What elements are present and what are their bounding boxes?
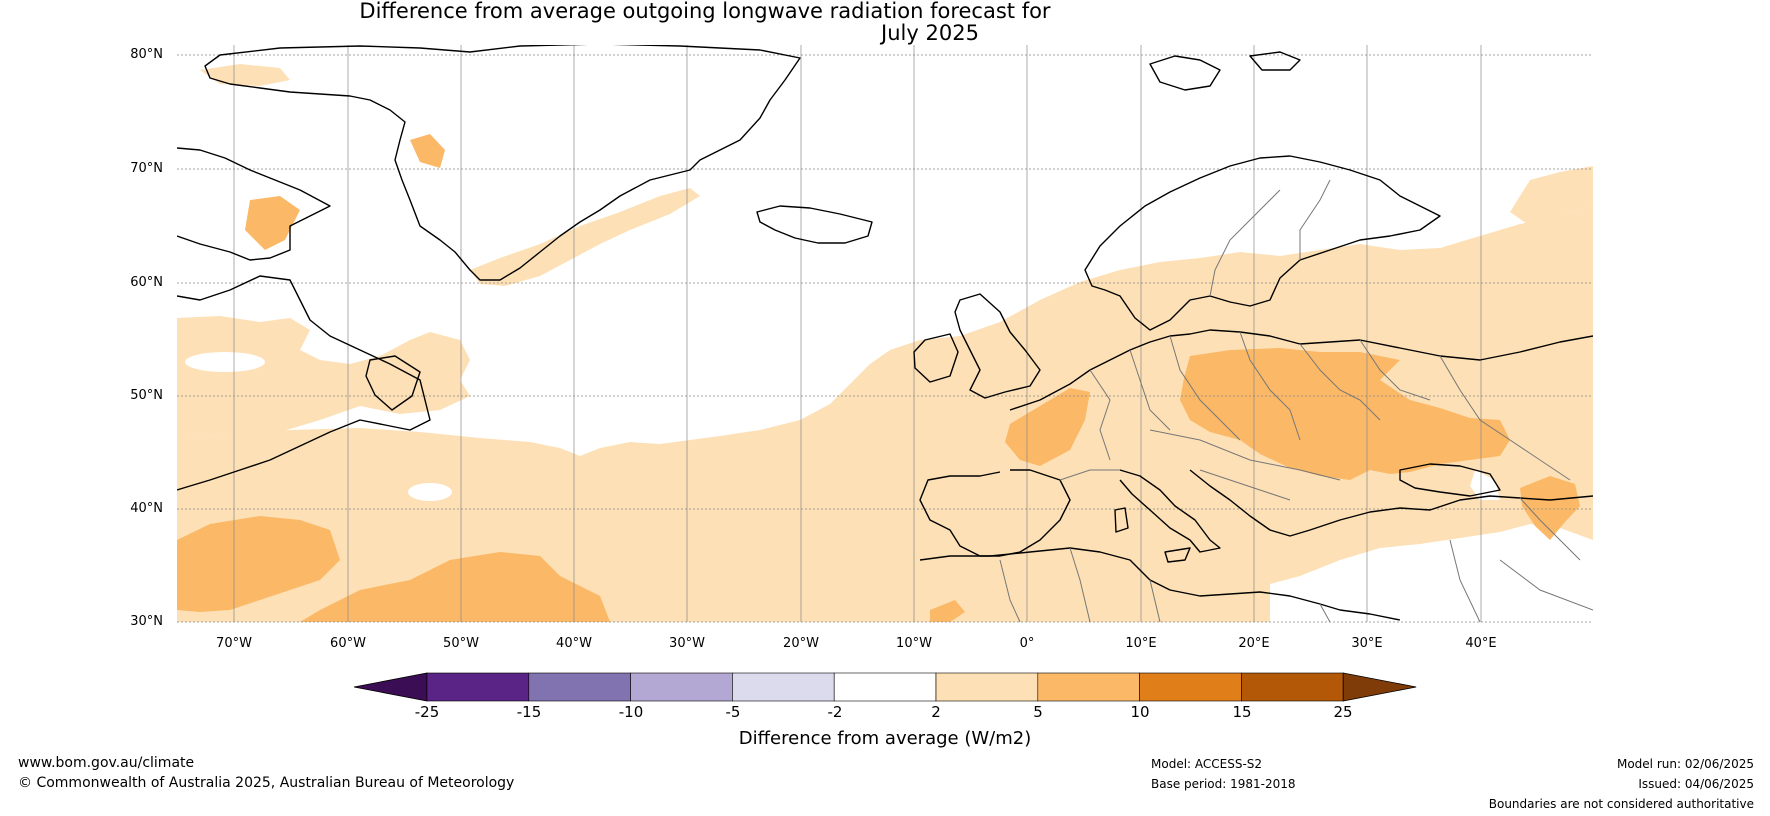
footer-base-period: Base period: 1981-2018 <box>1151 777 1296 791</box>
coastline-scandinavia <box>1084 155 1441 331</box>
map-title-line1: Difference from average outgoing longwav… <box>359 0 1051 23</box>
map-title-line2: July 2025 <box>881 21 979 45</box>
lat-label-50n: 50°N <box>130 388 163 403</box>
colorbar-tick-neg15: -15 <box>516 703 542 721</box>
colorbar-segment <box>528 672 631 702</box>
lat-label-60n: 60°N <box>130 275 163 290</box>
coastline-svalbard-east <box>1249 51 1301 71</box>
colorbar-segment <box>426 672 530 702</box>
border-russia-caucasus <box>1439 355 1581 561</box>
lon-label-0: 0° <box>1019 636 1035 651</box>
graticule <box>177 45 1593 623</box>
colorbar-segment <box>1037 672 1140 702</box>
anomaly-gap-mid-atlantic <box>408 483 452 501</box>
colorbar-tick-15: 15 <box>1232 703 1252 721</box>
footer-model-run: Model run: 02/06/2025 <box>1616 757 1754 771</box>
anomaly-region-5-10-eastern-europe <box>1180 348 1510 480</box>
lat-label-30n: 30°N <box>130 614 163 629</box>
coastline-iceland <box>756 205 873 244</box>
coastline-ireland <box>913 333 959 383</box>
coastline-sicily <box>1164 547 1191 563</box>
anomaly-gap-east-med <box>1270 524 1593 622</box>
border-layer <box>999 179 1593 622</box>
coastline-great-britain <box>954 293 1041 399</box>
coastline-north-africa <box>919 547 1401 621</box>
lat-label-40n: 40°N <box>130 501 163 516</box>
lat-label-70n: 70°N <box>130 161 163 176</box>
colorbar-tick-neg25: -25 <box>414 703 440 721</box>
footer-copyright: © Commonwealth of Australia 2025, Austra… <box>18 775 515 791</box>
colorbar-segment <box>1241 672 1344 702</box>
lon-label-30w: 30°W <box>669 636 705 651</box>
colorbar-segment <box>732 672 835 702</box>
colorbar-tick-5: 5 <box>1033 703 1043 721</box>
anomaly-region-2-5-labrador <box>177 316 470 440</box>
lon-label-40e: 40°E <box>1465 636 1497 651</box>
lon-label-20w: 20°W <box>783 636 819 651</box>
lon-label-10e: 10°E <box>1125 636 1157 651</box>
anomaly-region-5-10-central-atlantic <box>300 552 610 622</box>
colorbar-tick-25: 25 <box>1333 703 1353 721</box>
anomaly-region-5-10-france <box>1005 388 1090 466</box>
anomaly-region-5-10-baffin <box>245 196 300 250</box>
lon-label-60w: 60°W <box>330 636 366 651</box>
coastline-italy <box>1119 469 1221 553</box>
colorbar-tick-neg10: -10 <box>618 703 644 721</box>
lon-label-10w: 10°W <box>896 636 932 651</box>
colorbar-segment <box>630 672 733 702</box>
colorbar-tick-neg5: -5 <box>725 703 741 721</box>
footer-model: Model: ACCESS-S2 <box>1151 757 1263 771</box>
anomaly-region-2-5-northeast <box>1510 166 1593 226</box>
border-central-europe <box>1059 331 1431 501</box>
colorbar-tick-neg2: -2 <box>827 703 843 721</box>
footer-issued: Issued: 04/06/2025 <box>1638 777 1754 791</box>
colorbar-tick-10: 10 <box>1130 703 1150 721</box>
lon-label-50w: 50°W <box>443 636 479 651</box>
coastline-baffin <box>177 147 331 261</box>
anomaly-region-5-10-greenland-south <box>410 134 445 168</box>
colorbar-arrow-low <box>353 672 428 702</box>
coastline-labrador <box>177 275 431 491</box>
footer-website: www.bom.gov.au/climate <box>18 755 195 771</box>
lon-label-30e: 30°E <box>1351 636 1383 651</box>
coastline-svalbard <box>1149 55 1221 91</box>
anomaly-region-5-10-sahara <box>930 600 965 622</box>
colorbar-arrow-high <box>1342 672 1417 702</box>
coastline-black-sea <box>1399 463 1501 497</box>
colorbar-title: Difference from average (W/m2) <box>738 728 1032 749</box>
lon-label-20e: 20°E <box>1238 636 1270 651</box>
lon-label-70w: 70°W <box>216 636 252 651</box>
anomaly-region-5-10-southwest-atlantic <box>177 516 340 612</box>
coastline-balkans-turkey <box>1189 469 1593 537</box>
coastline-sardinia <box>1114 507 1129 533</box>
border-north-africa <box>999 539 1593 622</box>
colorbar-tick-2: 2 <box>931 703 941 721</box>
anomaly-region-5-10-caucasus <box>1520 476 1580 540</box>
colorbar-segment <box>1139 672 1242 702</box>
colorbar-segment <box>833 672 937 702</box>
colorbar-segment <box>935 672 1039 702</box>
latitude-gridlines <box>177 54 1593 623</box>
anomaly-region-2-5-arctic-islands <box>200 64 290 86</box>
coastline-greenland <box>204 45 801 281</box>
border-scandinavia <box>1209 179 1331 297</box>
lon-label-40w: 40°W <box>556 636 592 651</box>
anomaly-region-2-5-south-atlantic <box>177 206 1593 622</box>
colorbar-segments <box>353 672 1417 702</box>
anomaly-gap-caspian <box>1470 470 1500 500</box>
anomaly-gap-newfoundland <box>185 352 265 372</box>
lat-label-80n: 80°N <box>130 47 163 62</box>
coastline-newfoundland <box>365 355 421 411</box>
footer-disclaimer: Boundaries are not considered authoritat… <box>1488 797 1754 811</box>
